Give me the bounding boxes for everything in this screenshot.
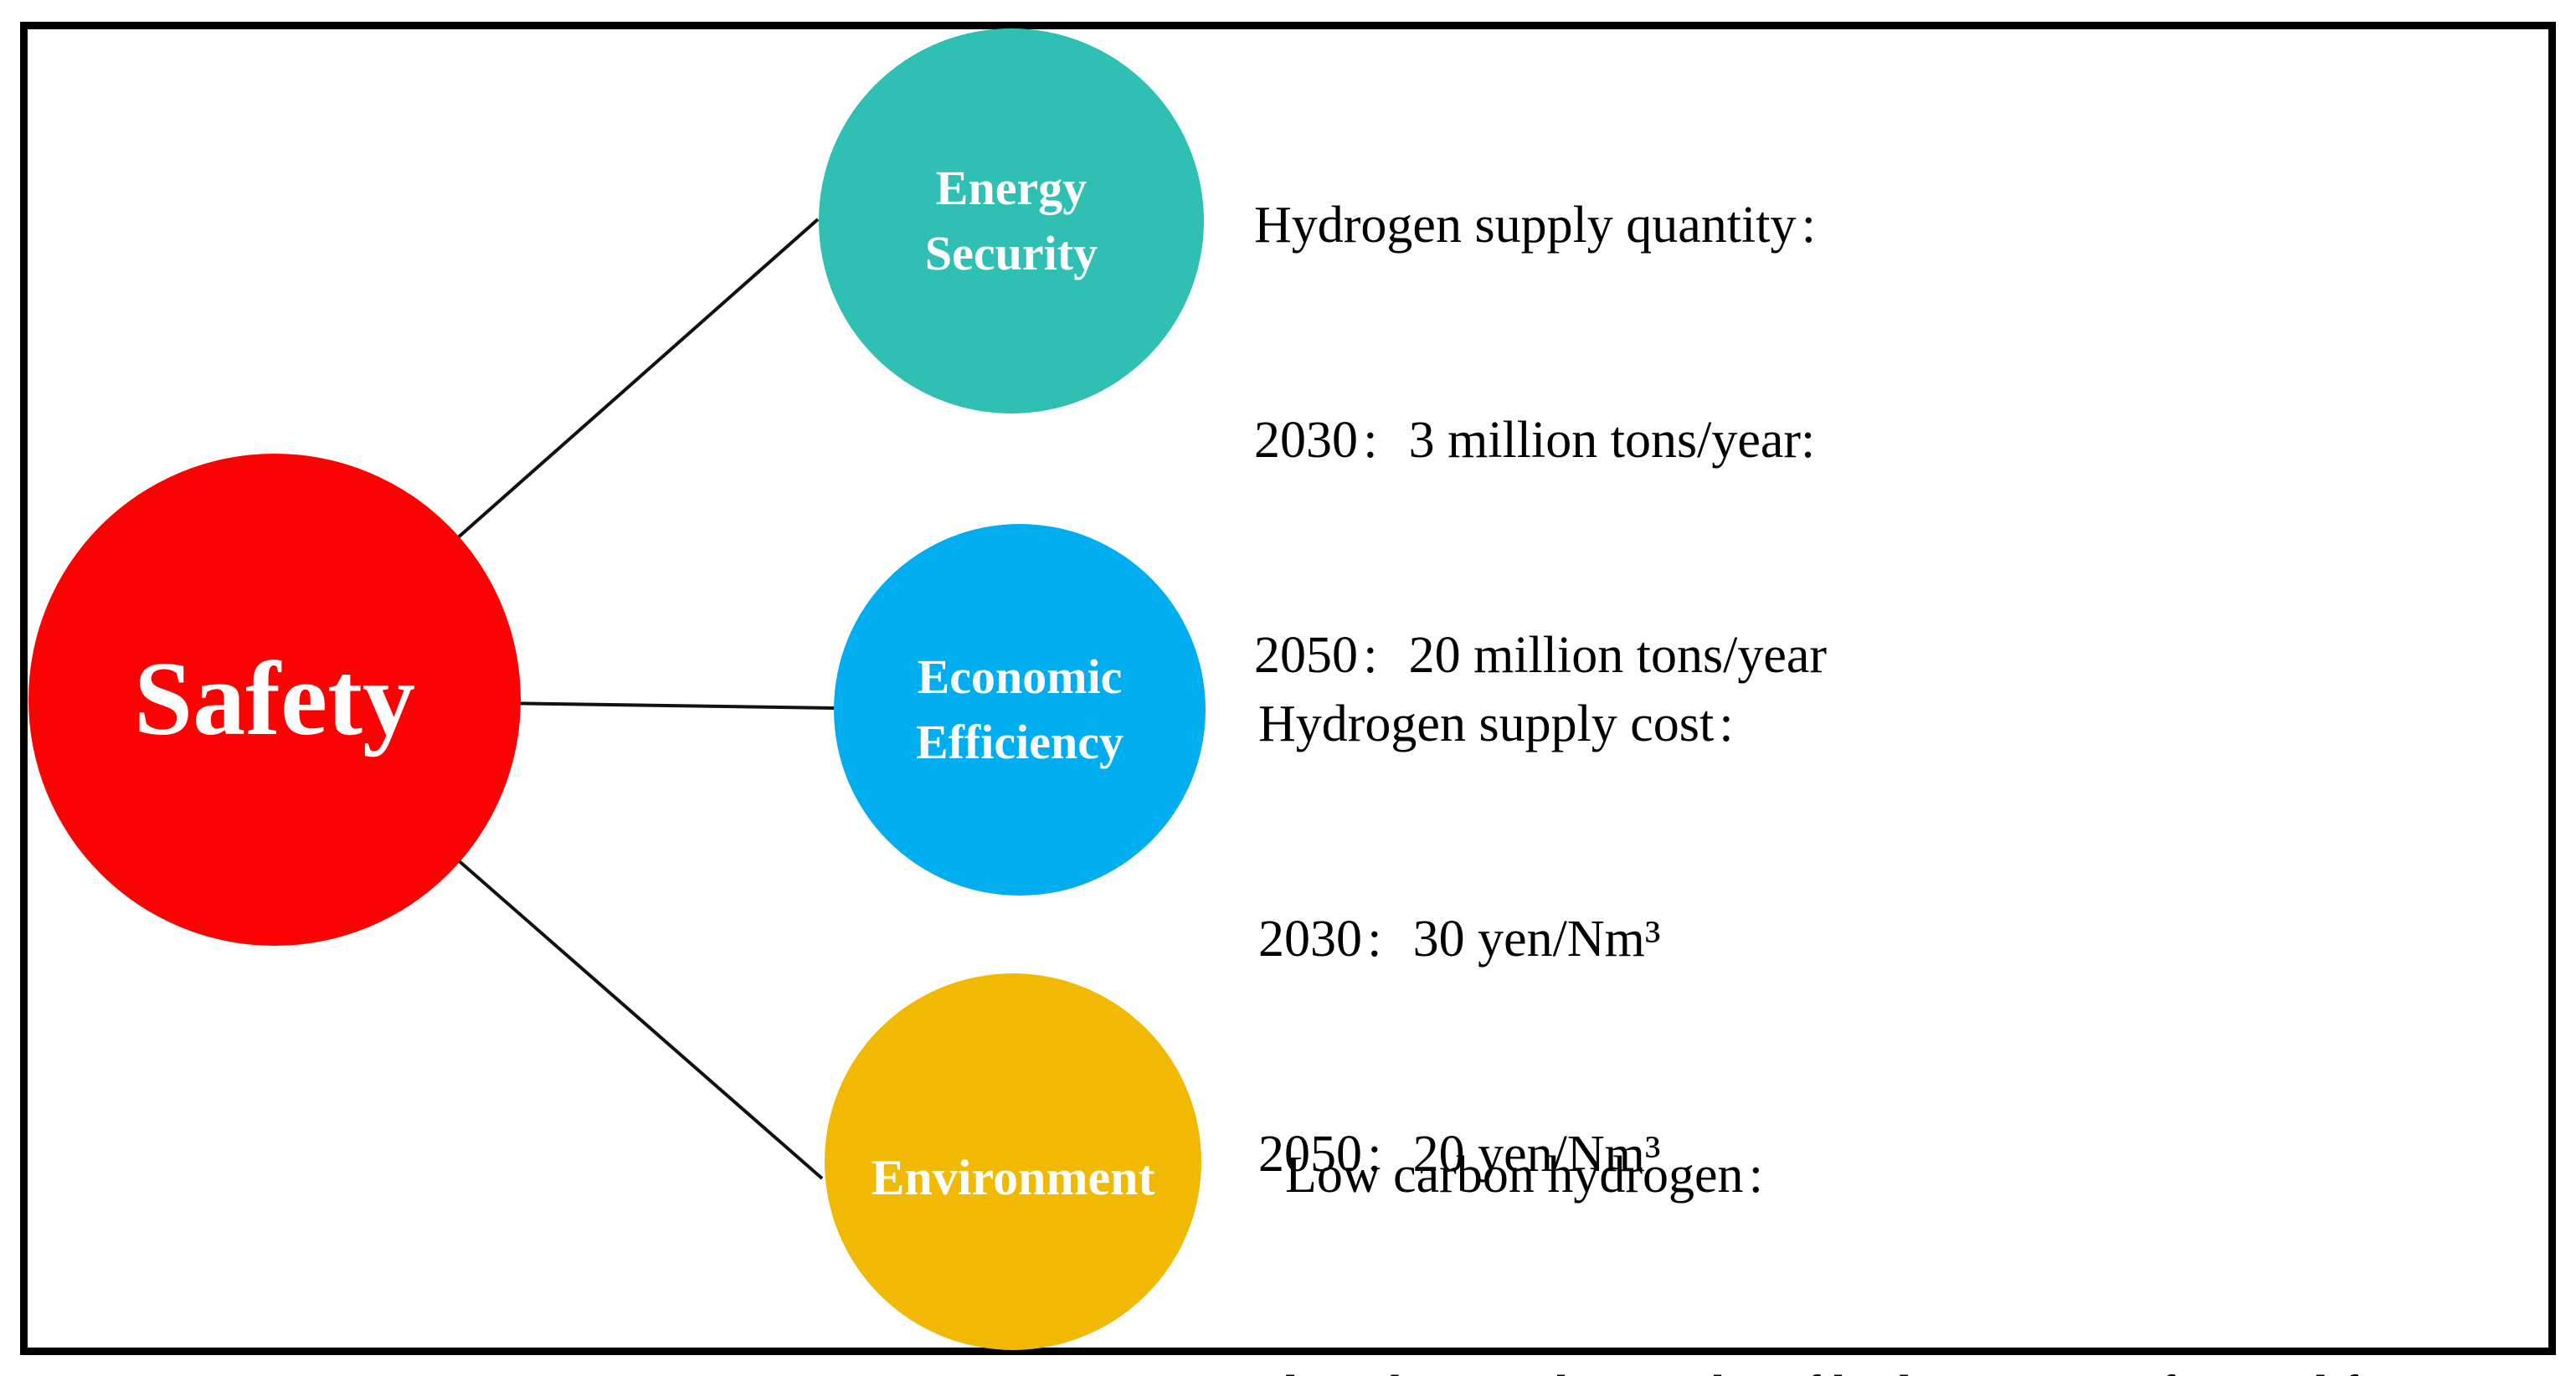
detail-line: 2030: 30 yen/Nm³ xyxy=(1258,911,1661,968)
environment-circle: Environment xyxy=(825,973,1201,1350)
environment-label: Environment xyxy=(871,1149,1155,1205)
detail-line: 2050: 20 yen/Nm³ xyxy=(1258,1126,1661,1183)
economic-efficiency-circle: Economic Efficiency xyxy=(834,524,1206,896)
environment-details: Low carbon hydrogen: less than 3.4 kgCO₂… xyxy=(1285,1006,2442,1376)
energy-security-label-line2: Security xyxy=(924,226,1098,280)
energy-security-circle: Energy Security xyxy=(819,28,1204,413)
energy-security-label-line1: Energy xyxy=(935,161,1087,216)
outer-border-frame xyxy=(20,22,2556,1355)
safety-circle: Safety xyxy=(28,454,521,946)
economic-efficiency-details: Hydrogen supply cost: 2030: 30 yen/Nm³ 2… xyxy=(1258,557,1739,1322)
economic-efficiency-label-line1: Economic xyxy=(917,649,1123,705)
safety-circle-label: Safety xyxy=(134,641,415,757)
detail-line: 2050: 20 million tons/year xyxy=(1254,627,1827,684)
detail-line: less than 3.4 kgCO₂/kg of hydrogen manuf… xyxy=(1285,1344,2442,1376)
detail-line: Hydrogen supply quantity: xyxy=(1254,197,1816,254)
detail-line: 2030: 3 million tons/year: xyxy=(1254,412,1816,469)
detail-line: Low carbon hydrogen: xyxy=(1285,1147,1763,1204)
economic-efficiency-label-line2: Efficiency xyxy=(915,715,1124,769)
energy-security-details: Hydrogen supply quantity: 2030: 3 millio… xyxy=(1254,59,1827,823)
detail-line: Hydrogen supply cost: xyxy=(1258,696,1734,752)
